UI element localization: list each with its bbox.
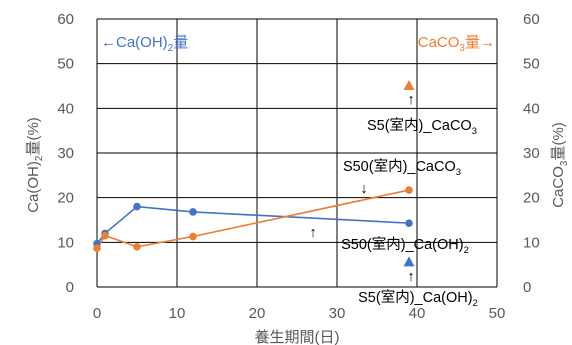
x-tick: 50 [489,305,506,322]
data-point [133,202,141,211]
y-tick-left: 0 [66,279,74,296]
annotation-s50-caco3-sub: 3 [456,167,461,178]
tick-labels: 0 0 10 10 20 20 30 30 40 40 50 50 60 60 0 10 20 30 40 50 [57,11,539,322]
y-tick-left: 60 [57,11,74,28]
annotation-s5-caoh2-arrow: ↑ [407,269,414,285]
legend-caco3-pre: CaCO [418,34,460,51]
y-tick-left: 20 [57,190,74,207]
y-axis-label-left: Ca(OH)2量(%) [25,117,45,213]
y-tick-right: 60 [523,11,540,28]
y-tick-right: 20 [523,190,540,207]
data-point-triangle [403,80,415,90]
y-left-label-post: 量(%) [25,117,42,155]
x-axis-label: 養生期間(日) [255,329,340,345]
y-tick-right: 30 [523,145,540,162]
x-tick: 30 [329,305,346,322]
legend-caco3: CaCO3量→ [418,34,495,54]
annotation-s5-caoh2-sub: 2 [473,298,478,309]
y-tick-right: 50 [523,56,540,73]
annotation-s5-caco3-sub: 3 [472,126,477,137]
legend-caco3-sub: 3 [459,43,465,54]
annotation-s50-caoh2-pre: S50(室内)_Ca(OH) [341,236,463,253]
annotation-s50-caco3-pre: S50(室内)_CaCO [343,158,456,175]
data-point [405,186,413,194]
x-tick: 20 [249,305,266,322]
legend-caoh2-arrow: ← [101,34,116,51]
y-right-label-post: 量(%) [550,122,567,160]
legend-caoh2-sub: 2 [168,43,174,54]
y-tick-right: 10 [523,234,540,251]
y-tick-left: 10 [57,234,74,251]
y-axis-label-right: CaCO3量(%) [550,122,570,208]
y-left-label-sub: 2 [34,155,45,161]
y-tick-left: 50 [57,56,74,73]
annotation-s5-caco3-arrow: ↑ [407,92,414,108]
y-left-label-pre: Ca(OH) [25,161,42,213]
x-tick: 10 [169,305,186,322]
annotation-s50-caco3: S50(室内)_CaCO3 [343,158,461,178]
annotation-s5-caco3: S5(室内)_CaCO3 [367,117,477,137]
data-point [189,232,197,241]
annotation-s50-caoh2-sub: 2 [464,245,469,256]
x-tick: 40 [409,305,426,322]
y-tick-left: 30 [57,145,74,162]
annotation-s5-caco3-pre: S5(室内)_CaCO [367,117,472,134]
annotation-s5-caoh2-pre: S5(室内)_Ca(OH) [358,289,472,306]
legend-caoh2-post: 量 [173,34,188,51]
x-tick: 0 [93,305,101,322]
annotation-s5-caoh2: S5(室内)_Ca(OH)2 [358,289,478,309]
legend-caco3-post: 量 [465,34,480,51]
annotation-s50-caoh2-arrow: ↑ [309,225,316,241]
y-right-label-pre: CaCO [550,166,567,208]
annotation-s50-caoh2: S50(室内)_Ca(OH)2 [341,236,469,256]
series-markers [93,80,415,267]
y-tick-left: 40 [57,100,74,117]
data-point [133,243,141,251]
data-point [101,231,109,240]
data-point [189,208,197,216]
y-tick-right: 0 [523,279,531,296]
data-point-triangle [403,256,415,267]
legend-caco3-arrow: → [480,34,495,51]
data-point [405,219,413,227]
annotation-s50-caco3-arrow: ↓ [360,181,367,197]
y-right-label-sub: 3 [559,160,570,166]
y-tick-right: 40 [523,100,540,117]
legend-caoh2: ←Ca(OH)2量 [101,34,188,54]
data-point [93,244,101,252]
legend-caoh2-pre: Ca(OH) [116,34,168,51]
